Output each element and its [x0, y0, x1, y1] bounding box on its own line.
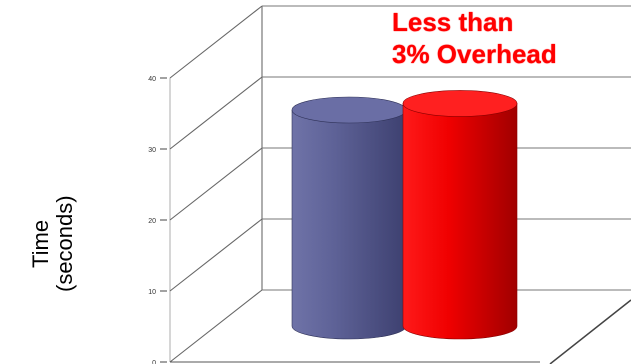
bar-with-overhead — [402, 90, 518, 340]
overhead-annotation: Less than 3% Overhead — [392, 6, 557, 70]
side-gridline — [169, 5, 263, 79]
y-tick-label: 10 — [148, 289, 156, 296]
cylinder-top — [402, 90, 518, 117]
floor-right-edge — [549, 299, 631, 364]
y-tick-label: 30 — [148, 147, 156, 154]
bar-layer — [291, 90, 518, 340]
cylinder-body — [402, 103, 518, 340]
y-axis-label-line-2: (seconds) — [52, 195, 77, 292]
y-tick-label: 0 — [152, 360, 156, 364]
y-tick-layer: 0 10 20 30 40 — [148, 76, 167, 364]
side-gridline — [169, 147, 263, 221]
y-axis-label: Time (seconds) — [20, 150, 80, 300]
y-tick-label: 40 — [148, 76, 156, 83]
side-gridline — [169, 218, 263, 292]
bar-baseline — [291, 96, 407, 340]
side-gridline — [169, 76, 263, 150]
side-gridline — [169, 289, 263, 363]
annotation-line-1: Less than — [392, 7, 514, 37]
annotation-line-2: 3% Overhead — [392, 39, 557, 69]
y-axis-label-line-1: Time — [28, 219, 53, 268]
y-tick-label: 20 — [148, 218, 156, 225]
cylinder-body — [291, 109, 407, 340]
cylinder-top — [291, 96, 407, 124]
